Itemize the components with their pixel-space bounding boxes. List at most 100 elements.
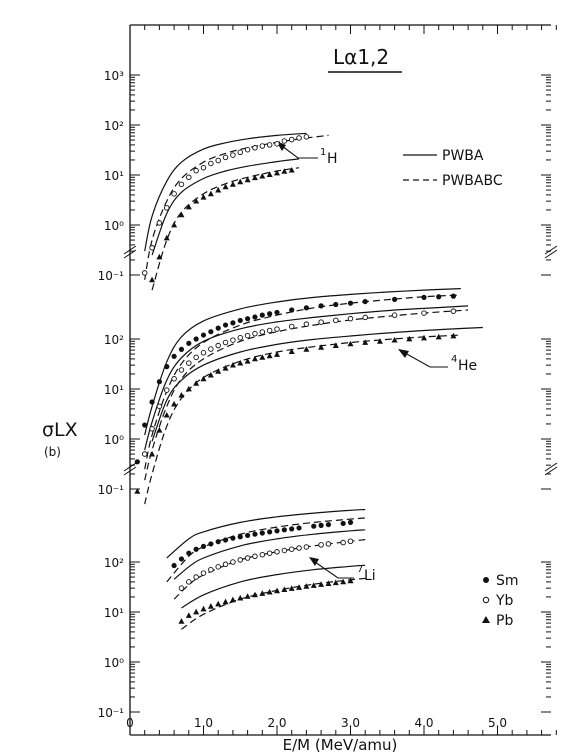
yb-point [252, 553, 258, 560]
pb-point [229, 181, 236, 187]
x-tick-labels: 0 1.0 2.0 3.0 4.0 5.0 [126, 716, 507, 730]
sm-point [259, 530, 265, 536]
yb-point [156, 220, 163, 226]
yb-point [222, 339, 229, 346]
pb-point [288, 585, 295, 591]
pb-point [222, 365, 229, 371]
yb-point [141, 451, 148, 457]
yb-point [274, 326, 280, 332]
pb-point [251, 591, 258, 598]
yb-point [450, 308, 457, 314]
pb-point [222, 183, 229, 190]
pb-point [193, 608, 200, 615]
sm-point [186, 550, 192, 556]
y-tick-label: 10⁻¹ [98, 706, 125, 720]
pb-point [391, 336, 398, 343]
projectile-symbol-4he: He [458, 358, 477, 374]
legend: PWBA PWBABC Sm Yb Pb [403, 148, 519, 629]
pb-point [237, 178, 244, 185]
pb-point [435, 333, 442, 340]
legend-marker-sm [483, 577, 489, 583]
projectile-symbol-1h: H [327, 151, 338, 167]
yb-point [259, 551, 266, 558]
yb-point [222, 561, 229, 568]
yb-point [178, 367, 185, 373]
pb-point [171, 400, 178, 407]
yb-point [274, 141, 280, 147]
sm-point [134, 459, 140, 465]
yb-point [340, 539, 346, 546]
pb-point [251, 174, 258, 181]
tick-marks [123, 25, 558, 735]
pb-point [318, 344, 325, 350]
theory-curves [144, 132, 483, 630]
yb-point [288, 323, 295, 330]
yb-point [222, 154, 229, 161]
pb-point [215, 186, 222, 193]
sm-point [178, 556, 185, 562]
sm-point [178, 346, 185, 352]
pb-point [229, 596, 236, 603]
pb-point [178, 392, 185, 398]
sm-point [303, 305, 309, 311]
yb-point [186, 579, 192, 585]
pb-point [193, 380, 200, 386]
pb-point [200, 375, 207, 382]
pb-point [200, 605, 207, 612]
yb-point [266, 327, 273, 334]
sm-point [208, 541, 214, 547]
sm-point [222, 537, 229, 543]
axis-break-right [544, 245, 558, 255]
sm-point [259, 312, 265, 318]
y-tick-label: 10² [104, 333, 124, 347]
y-tick-label: 10² [104, 556, 124, 570]
sm-point [333, 301, 339, 308]
sm-point [193, 546, 199, 552]
yb-point [333, 317, 339, 324]
pb-point [237, 594, 244, 601]
pb-point [193, 197, 200, 204]
projectile-symbol-7li: Li [364, 568, 376, 584]
pwbabc-curve-pb-1h [151, 167, 300, 291]
projectile-label-7li: 7 Li [309, 557, 376, 584]
pb-point [296, 584, 303, 590]
pb-point [259, 172, 266, 179]
sm-point [318, 522, 324, 528]
pb-point [310, 582, 317, 588]
y-tick-labels: 10³ 10² 10¹ 10⁰ 10⁻¹ 10² 10¹ 10⁰ 10⁻¹ 10² 10¹ 10⁰ 10… [98, 69, 125, 720]
yb-point [178, 585, 185, 591]
sm-point [267, 311, 273, 317]
sm-point [186, 340, 192, 346]
pb-point [163, 234, 170, 241]
pb-point [340, 578, 347, 585]
arrowhead-7li [309, 557, 319, 566]
yb-point [347, 538, 354, 545]
sm-point [267, 529, 273, 535]
pb-point [318, 581, 325, 587]
arrow-1h [281, 145, 318, 159]
pb-point [274, 169, 280, 176]
sm-point [215, 539, 221, 545]
arrowhead-4he [398, 349, 409, 358]
sm-point [164, 364, 170, 370]
yb-point [163, 205, 170, 211]
yb-point [325, 541, 332, 547]
sm-point [362, 298, 368, 305]
axis-break-right [544, 462, 558, 472]
yb-point [281, 138, 288, 144]
pwbabc-curve-sm-4he [144, 294, 461, 470]
yb-point [230, 337, 236, 343]
pb-point [237, 359, 244, 366]
yb-point [244, 146, 251, 153]
legend-marker-yb [482, 596, 490, 604]
yb-point [186, 174, 192, 181]
yb-point [193, 354, 199, 361]
transition-annotation: Lα1,2 [333, 45, 389, 69]
pb-point [421, 334, 427, 341]
pwba-curve-pb-4he [151, 326, 483, 442]
yb-point [208, 160, 214, 167]
pwba-curve-pb-7li [181, 564, 366, 609]
sm-point [245, 316, 251, 322]
yb-point [237, 334, 243, 341]
